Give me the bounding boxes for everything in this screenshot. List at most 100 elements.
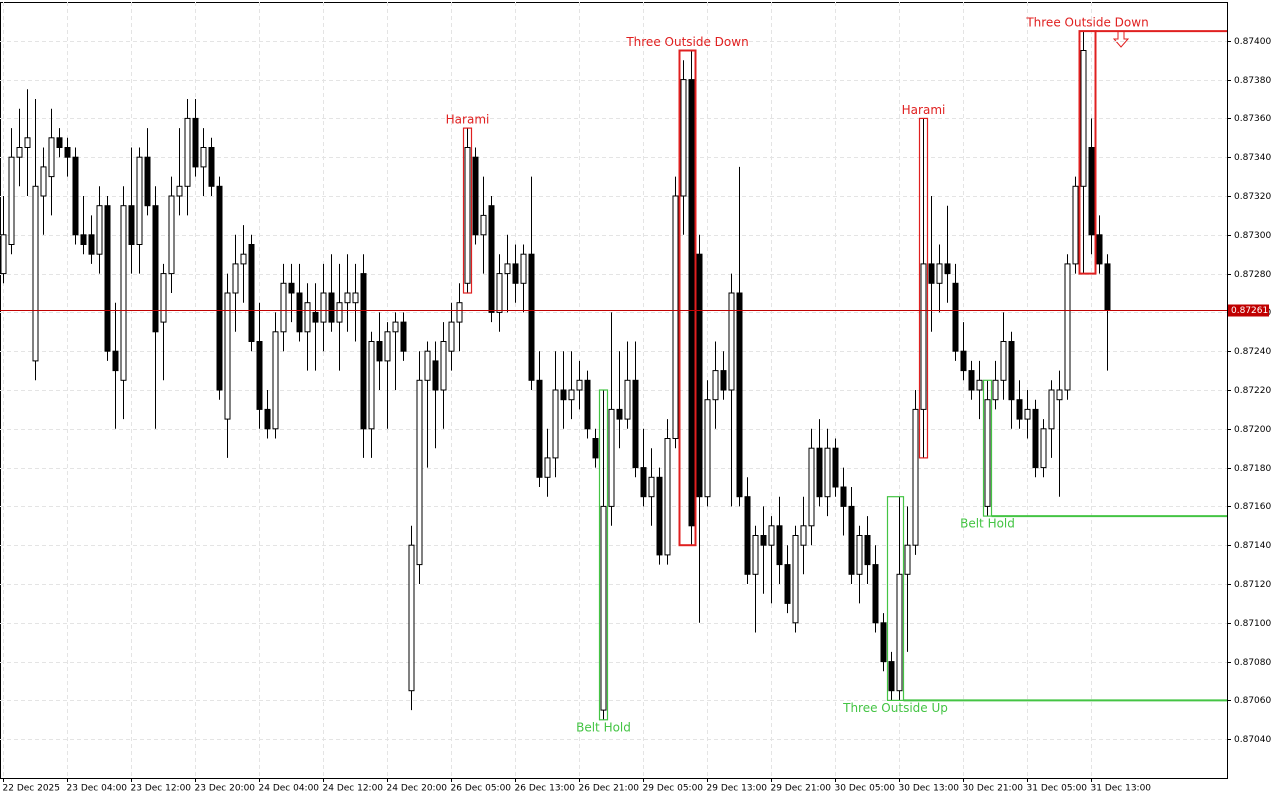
candle-body [992, 379, 999, 401]
candle-body [1056, 389, 1063, 401]
pattern-box [982, 379, 993, 517]
y-tick-label: 0.87380 [1234, 76, 1271, 86]
x-tick-label: 23 Dec 12:00 [131, 784, 192, 794]
candle-body [968, 370, 975, 391]
x-tick-label: 22 Dec 2025 [3, 784, 61, 794]
candle-body [696, 253, 703, 498]
x-tick-label: 30 Dec 21:00 [963, 784, 1024, 794]
candle-body [48, 137, 55, 178]
candle-body [744, 496, 751, 575]
candle-body [208, 147, 215, 187]
candle-body [1032, 408, 1039, 469]
candle-body [920, 263, 927, 410]
candle-body [808, 447, 815, 527]
x-tick-label: 26 Dec 05:00 [451, 784, 512, 794]
candle-body [776, 525, 783, 566]
y-tick-label: 0.87300 [1234, 231, 1271, 241]
candle-body [1072, 185, 1079, 265]
candle-body [552, 389, 559, 459]
candle-body [872, 564, 879, 624]
y-tick-label: 0.87180 [1234, 464, 1271, 474]
candle-body [256, 341, 263, 410]
candle-body [304, 302, 311, 333]
candle-body [160, 273, 167, 323]
candle-body [576, 379, 583, 391]
x-tick-label: 31 Dec 05:00 [1027, 784, 1088, 794]
pattern-box [678, 49, 697, 547]
candle-body [840, 486, 847, 507]
candle-body [616, 408, 623, 420]
candle-body [64, 147, 71, 158]
candle-body [704, 399, 711, 498]
candle-body [392, 321, 399, 333]
x-tick-label: 29 Dec 13:00 [707, 784, 768, 794]
candle-body [320, 292, 327, 323]
candle-body [904, 544, 911, 575]
y-tick-label: 0.87140 [1234, 541, 1271, 551]
candle-body [384, 331, 391, 362]
pattern-label: Three Outside Down [625, 35, 748, 49]
candle-body [136, 156, 143, 245]
candle-body [504, 263, 511, 275]
candle-body [176, 185, 183, 197]
candle-body [1040, 428, 1047, 469]
candle-body [800, 525, 807, 546]
candle-body [360, 273, 367, 430]
candle-body [96, 205, 103, 255]
y-tick-label: 0.87160 [1234, 502, 1271, 512]
x-tick-label: 26 Dec 13:00 [515, 784, 576, 794]
candle-body [400, 321, 407, 352]
candle-body [16, 147, 23, 158]
candle-body [488, 205, 495, 313]
candle-body [240, 253, 247, 265]
y-tick-label: 0.87040 [1234, 735, 1271, 745]
candle-body [368, 341, 375, 430]
candle-body [312, 311, 319, 323]
candle-body [824, 447, 831, 498]
candle-body [192, 117, 199, 168]
price-label: 0.87261 [1231, 306, 1268, 316]
candle-body [960, 350, 967, 372]
candle-body [72, 156, 79, 236]
candle-body [768, 525, 775, 546]
candle-body [1080, 50, 1087, 187]
x-tick-label: 23 Dec 20:00 [195, 784, 256, 794]
candle-body [464, 147, 471, 284]
candle-body [640, 467, 647, 498]
candle-body [1008, 341, 1015, 401]
candle-body [736, 292, 743, 498]
x-tick-label: 31 Dec 13:00 [1091, 784, 1152, 794]
y-tick-label: 0.87060 [1234, 696, 1271, 706]
candle-body [688, 79, 695, 527]
pattern-label: Belt Hold [960, 517, 1015, 531]
candle-body [416, 379, 423, 566]
candle-body [984, 399, 991, 507]
y-tick-label: 0.87200 [1234, 425, 1271, 435]
candle-body [272, 331, 279, 430]
candle-body [288, 282, 295, 294]
candle-body [264, 408, 271, 430]
candle-body [296, 292, 303, 333]
x-tick-label: 29 Dec 21:00 [771, 784, 832, 794]
candle-body [880, 622, 887, 663]
candle-body [856, 535, 863, 575]
pattern-box [462, 127, 473, 294]
candle-body [336, 302, 343, 323]
candle-body [232, 263, 239, 294]
x-tick-label: 26 Dec 21:00 [579, 784, 640, 794]
pattern-box [918, 117, 929, 459]
candle-body [544, 457, 551, 478]
candle-body [80, 234, 87, 246]
candle-body [376, 341, 383, 362]
candle-body [664, 438, 671, 556]
pattern-label: Three Outside Down [1025, 16, 1148, 30]
candle-body [200, 147, 207, 168]
candle-body [480, 214, 487, 236]
candle-body [440, 341, 447, 391]
x-tick-label: 24 Dec 20:00 [387, 784, 448, 794]
candle-body [168, 195, 175, 275]
candle-body [816, 447, 823, 498]
candle-body [88, 234, 95, 255]
